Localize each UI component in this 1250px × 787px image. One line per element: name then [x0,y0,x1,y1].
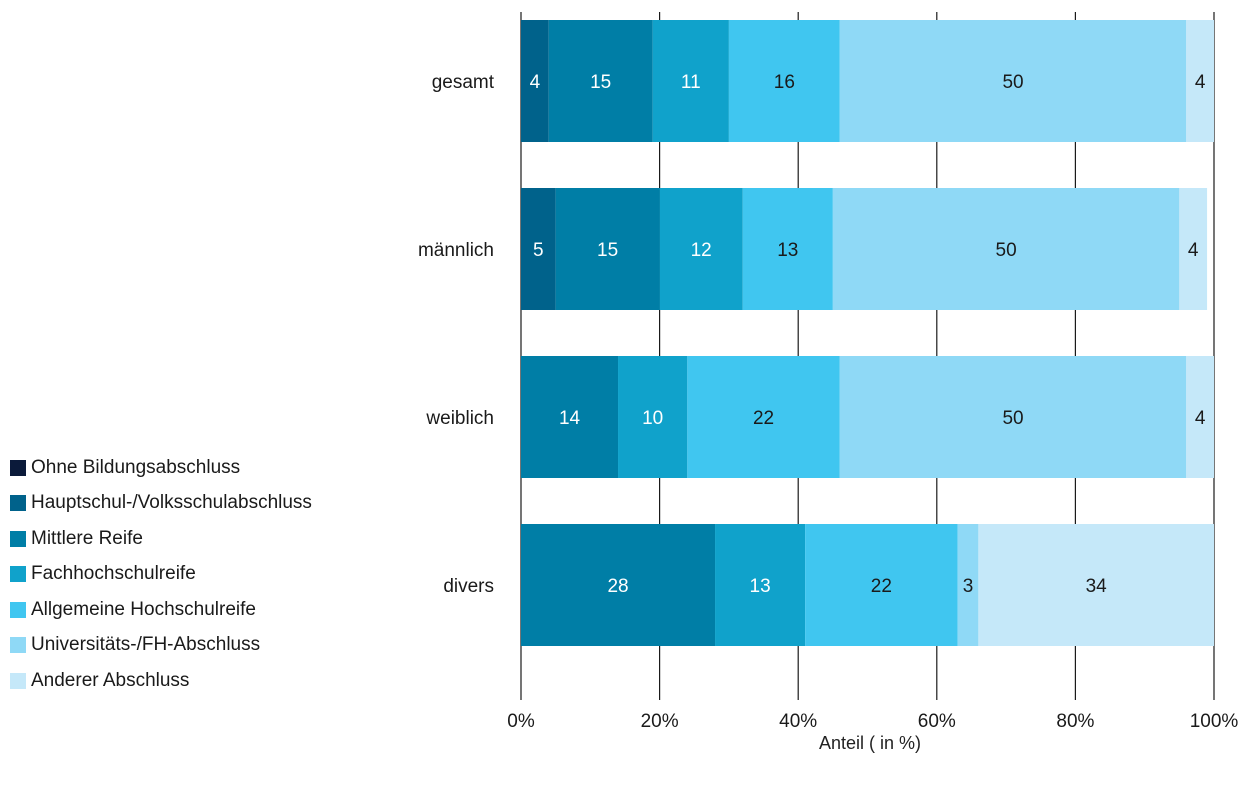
bar-segment [715,524,806,646]
legend-swatch [10,637,26,654]
data-label: 22 [753,408,774,429]
legend-label: Anderer Abschluss [31,669,190,691]
data-label: 4 [1195,408,1206,429]
x-tick-label: 20% [641,711,679,732]
x-tick-label: 40% [779,711,817,732]
legend-swatch [10,530,26,547]
data-label: 13 [777,240,798,261]
data-label: 11 [681,72,701,93]
data-label: 4 [1195,72,1206,93]
bar-segment [1186,356,1214,478]
data-label: 3 [963,576,974,597]
bar-segment [957,524,979,646]
bar-segment [839,20,1187,142]
bar-segment [1186,20,1214,142]
category-labels: gesamt männlich weiblich divers [418,72,495,597]
bar-segment [659,188,743,310]
legend-item: Ohne Bildungsabschluss [10,450,312,486]
bar-segment [728,20,840,142]
data-label: 4 [530,72,541,93]
category-label: gesamt [432,72,495,93]
data-label: 4 [1188,240,1199,261]
bar-segment [618,356,688,478]
legend-item: Anderer Abschluss [10,663,312,699]
legend-item: Universitäts-/FH-Abschluss [10,628,312,664]
bar-segment [652,20,729,142]
bar-segment [521,188,556,310]
data-label: 14 [559,408,581,429]
data-label: 10 [642,408,663,429]
data-label: 13 [750,576,771,597]
bar-segment [687,356,840,478]
data-label: 34 [1086,576,1108,597]
data-label: 15 [597,240,618,261]
data-label: 22 [871,576,892,597]
bar-segment [521,524,716,646]
legend-item: Hauptschul-/Volksschulabschluss [10,486,312,522]
bar-segment [521,356,619,478]
x-tick-labels: 0% 20% 40% 60% 80% 100% [507,711,1238,732]
data-label: 5 [533,240,544,261]
x-tick-label: 100% [1190,711,1239,732]
legend-swatch [10,672,26,689]
bar-segment [805,524,958,646]
legend-label: Ohne Bildungsabschluss [31,456,241,478]
legend-label: Universitäts-/FH-Abschluss [31,634,261,656]
category-label: divers [443,576,494,597]
bar-segment [742,188,833,310]
legend-item: Allgemeine Hochschulreife [10,592,312,628]
bar-segment [555,188,660,310]
legend: Ohne Bildungsabschluss Hauptschul-/Volkss… [10,450,312,699]
legend-swatch [10,495,26,512]
bar-segment [1179,188,1208,310]
x-axis-title: Anteil ( in %) [818,733,922,753]
x-tick-label: 0% [507,711,535,732]
bar-segment [832,188,1180,310]
bar-segment [839,356,1187,478]
x-tick-label: 80% [1056,711,1094,732]
bars: 4 15 11 16 50 4 5 15 12 13 50 4 14 10 22 50 4 28 13 22 3 34 [521,20,1214,646]
x-tick-label: 60% [918,711,956,732]
legend-label: Hauptschul-/Volksschulabschluss [31,492,312,514]
legend-item: Mittlere Reife [10,521,312,557]
data-label: 50 [996,240,1017,261]
data-label: 16 [774,72,795,93]
category-label: männlich [418,240,494,261]
legend-label: Fachhochschulreife [31,563,196,585]
bar-segment [548,20,653,142]
bar-segment [978,524,1214,646]
legend-swatch [10,566,26,583]
data-label: 50 [1002,408,1023,429]
data-label: 28 [607,576,628,597]
legend-swatch [10,601,26,618]
data-label: 50 [1002,72,1023,93]
data-label: 15 [590,72,611,93]
legend-label: Allgemeine Hochschulreife [31,598,256,620]
bar-segment [521,20,549,142]
data-label: 12 [691,240,712,261]
legend-label: Mittlere Reife [31,527,143,549]
legend-swatch [10,459,26,476]
legend-item: Fachhochschulreife [10,557,312,593]
category-label: weiblich [425,408,494,429]
